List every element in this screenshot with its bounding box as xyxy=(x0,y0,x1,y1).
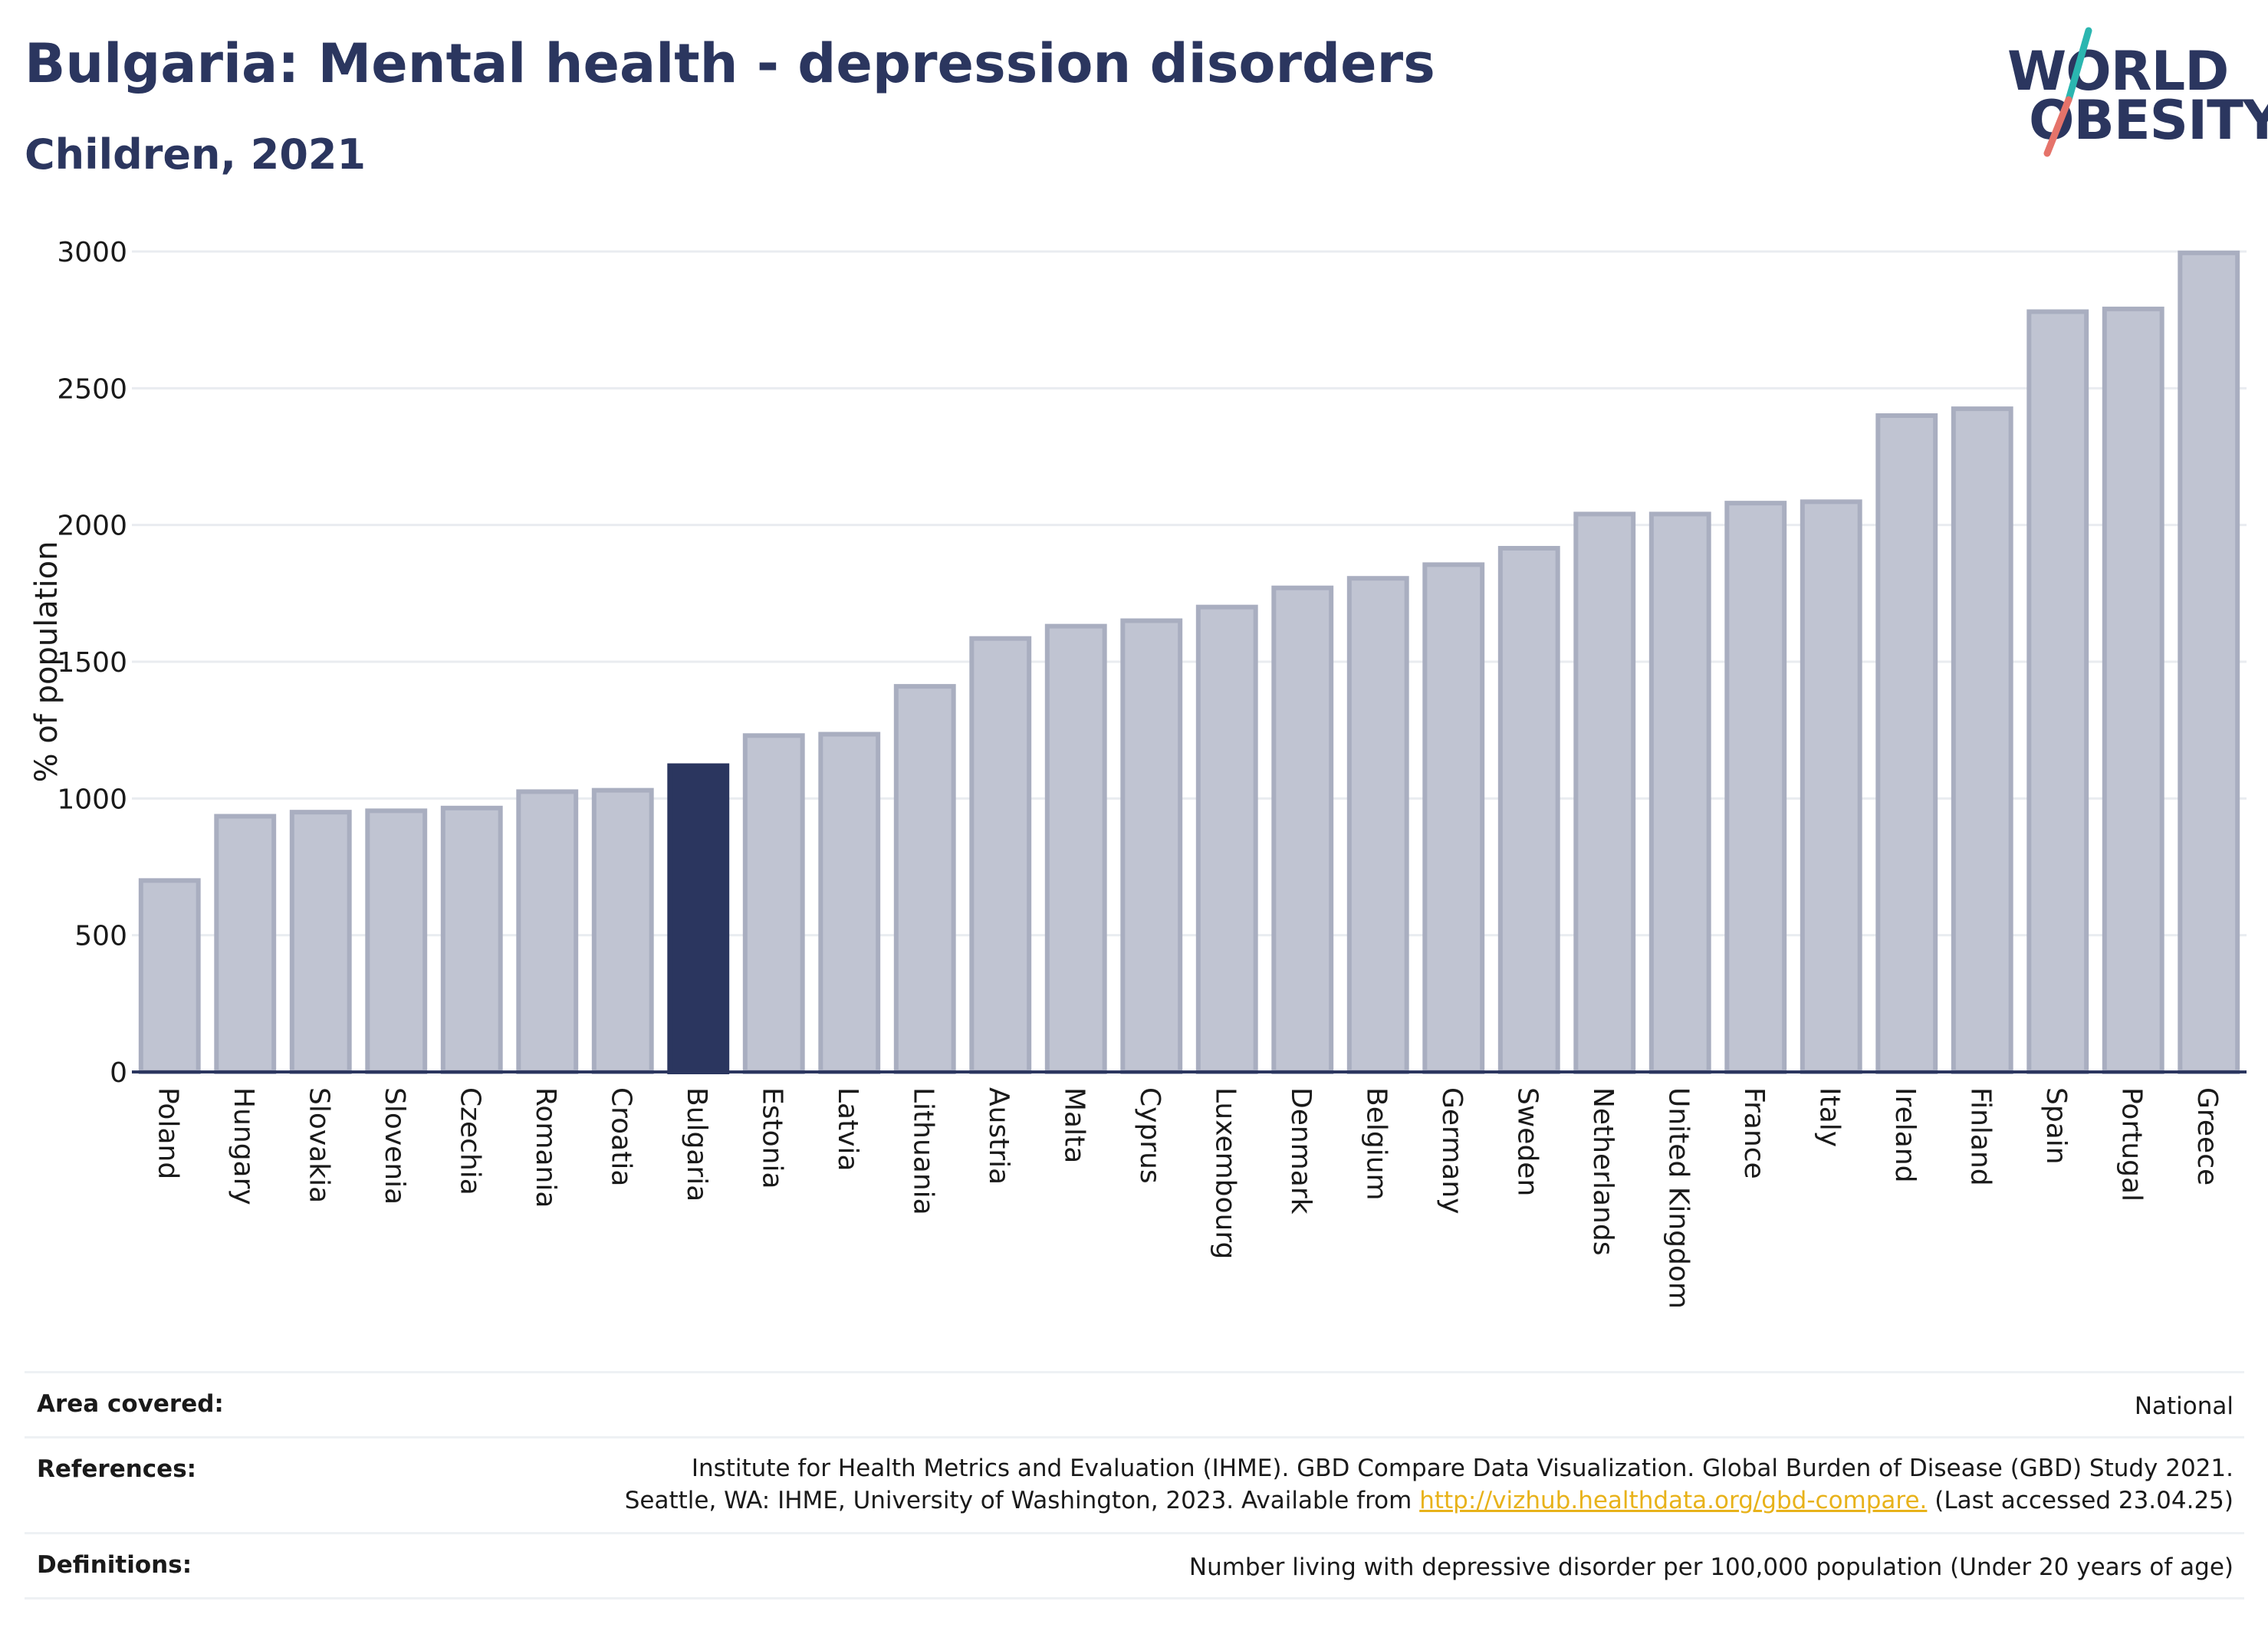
bar-bulgaria xyxy=(667,763,730,1074)
bars xyxy=(138,250,2240,1075)
x-tick-label: Latvia xyxy=(832,1087,863,1172)
x-tick-label: Bulgaria xyxy=(681,1087,712,1202)
y-tick-label: 1500 xyxy=(57,647,127,679)
x-tick-label: United Kingdom xyxy=(1662,1087,1694,1309)
x-tick-label: Greece xyxy=(2191,1087,2223,1185)
x-tick-label: Finland xyxy=(1964,1087,1996,1186)
bar-italy xyxy=(1800,499,1862,1075)
area-covered-label: Area covered: xyxy=(37,1390,224,1418)
bar-cyprus xyxy=(1120,618,1183,1074)
bar-ireland xyxy=(1875,413,1938,1074)
bar-france xyxy=(1724,501,1787,1074)
bar-slovenia xyxy=(365,808,428,1075)
bar-greece xyxy=(2178,250,2240,1075)
bar-chart: 0 500 1000 1500 2000 2500 3000 Poland Hungary Sl… xyxy=(29,237,2247,1309)
chart-footer: Area covered: National References: Insti… xyxy=(25,1371,2244,1599)
x-tick-label: Hungary xyxy=(228,1087,259,1205)
bar-portugal xyxy=(2102,306,2164,1074)
x-tick-label: Slovenia xyxy=(379,1087,410,1205)
references-line-2: Seattle, WA: IHME, University of Washing… xyxy=(625,1484,2233,1517)
bar-denmark xyxy=(1271,585,1334,1074)
x-tick-label: Lithuania xyxy=(907,1087,938,1215)
x-tick-label: Ireland xyxy=(1889,1087,1921,1183)
bar-malta xyxy=(1044,623,1107,1074)
logo-word-world: WORLD xyxy=(2007,40,2229,103)
definitions-label: Definitions: xyxy=(37,1551,192,1579)
footer-row-references: References: Institute for Health Metrics… xyxy=(25,1436,2244,1532)
y-tick-label: 500 xyxy=(74,921,127,952)
x-tick-label: Luxembourg xyxy=(1209,1087,1241,1259)
bar-austria xyxy=(969,636,1032,1074)
x-tick-label: Czechia xyxy=(454,1087,485,1195)
bar-hungary xyxy=(214,814,277,1074)
bar-slovakia xyxy=(289,810,352,1075)
bar-czechia xyxy=(440,805,503,1074)
references-line-1: Institute for Health Metrics and Evaluat… xyxy=(691,1455,2233,1482)
bar-netherlands xyxy=(1573,511,1636,1074)
x-tick-label: Poland xyxy=(152,1087,183,1179)
bar-spain xyxy=(2026,309,2089,1074)
y-tick-label: 1000 xyxy=(57,784,127,815)
x-tick-label: Estonia xyxy=(756,1087,787,1189)
bar-united-kingdom xyxy=(1648,511,1711,1074)
world-obesity-logo: WORLD OBESITY xyxy=(1994,23,2268,169)
references-link[interactable]: http://vizhub.healthdata.org/gbd-compare… xyxy=(1419,1487,1928,1514)
x-tick-label: Croatia xyxy=(605,1087,636,1186)
bar-belgium xyxy=(1346,576,1409,1074)
definitions-value: Number living with depressive disorder p… xyxy=(1188,1553,2233,1581)
bar-finland xyxy=(1951,406,2013,1075)
x-tick-labels: Poland Hungary Slovakia Slovenia Czechia Roma… xyxy=(152,1087,2223,1309)
x-tick-label: Sweden xyxy=(1511,1087,1543,1196)
x-tick-label: Cyprus xyxy=(1134,1087,1165,1184)
references-line-2-text: Seattle, WA: IHME, University of Washing… xyxy=(624,1487,1420,1514)
bar-luxembourg xyxy=(1195,604,1258,1074)
x-tick-label: Germany xyxy=(1436,1087,1468,1214)
x-tick-label: Netherlands xyxy=(1587,1087,1619,1255)
y-tick-label: 2500 xyxy=(57,373,127,405)
y-axis-label: % of population xyxy=(29,541,64,783)
bar-lithuania xyxy=(893,684,956,1074)
bar-estonia xyxy=(742,733,805,1074)
bar-germany xyxy=(1422,562,1485,1074)
x-tick-label: Denmark xyxy=(1285,1087,1316,1215)
y-tick-label: 3000 xyxy=(57,237,127,268)
y-tick-labels: 0 500 1000 1500 2000 2500 3000 xyxy=(57,237,127,1089)
bar-croatia xyxy=(591,787,654,1075)
x-tick-label: Romania xyxy=(530,1087,561,1208)
logo-slash-icon xyxy=(2043,27,2092,157)
references-label: References: xyxy=(37,1455,197,1483)
bar-sweden xyxy=(1497,545,1560,1074)
x-tick-label: France xyxy=(1738,1087,1770,1179)
bar-poland xyxy=(138,878,201,1074)
bar-latvia xyxy=(818,732,881,1074)
footer-row-area: Area covered: National xyxy=(25,1371,2244,1436)
chart-subtitle: Children, 2021 xyxy=(25,130,366,179)
footer-row-definitions: Definitions: Number living with depressi… xyxy=(25,1532,2244,1599)
references-accessed-text: (Last accessed 23.04.25) xyxy=(1927,1487,2233,1514)
bar-romania xyxy=(516,789,579,1075)
y-tick-label: 2000 xyxy=(57,511,127,542)
x-tick-label: Malta xyxy=(1058,1087,1090,1163)
x-tick-label: Slovakia xyxy=(303,1087,334,1203)
x-tick-label: Belgium xyxy=(1360,1087,1392,1201)
chart-title: Bulgaria: Mental health - depression dis… xyxy=(25,32,1435,95)
y-tick-label: 0 xyxy=(110,1057,127,1089)
x-tick-label: Portugal xyxy=(2115,1087,2147,1202)
area-covered-value: National xyxy=(2134,1392,2233,1420)
x-tick-label: Spain xyxy=(2040,1087,2072,1165)
references-value: Institute for Health Metrics and Evaluat… xyxy=(625,1452,2233,1517)
x-tick-label: Austria xyxy=(983,1087,1014,1185)
x-tick-label: Italy xyxy=(1813,1087,1845,1147)
